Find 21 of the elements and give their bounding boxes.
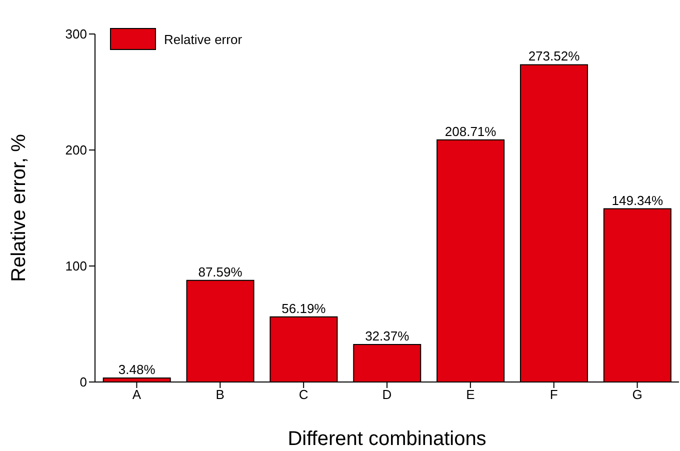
x-tick-label: A	[132, 387, 142, 402]
y-tick-label: 300	[65, 26, 87, 42]
legend-label: Relative error	[164, 32, 242, 46]
x-tick-label: G	[632, 387, 642, 402]
y-tick-label: 200	[65, 142, 87, 158]
x-axis-title: Different combinations	[288, 428, 486, 450]
x-tick-label: E	[466, 387, 476, 402]
data-label: 149.34%	[612, 192, 664, 208]
y-axis-title: Relative error, %	[8, 134, 30, 282]
y-tick-label: 0	[80, 374, 87, 390]
x-tick-label: D	[382, 387, 392, 402]
data-label: 32.37%	[365, 328, 410, 344]
x-tick-label: C	[298, 387, 308, 402]
data-label: 273.52%	[528, 48, 580, 64]
data-label: 56.19%	[282, 300, 326, 316]
data-label: 3.48%	[118, 362, 156, 377]
x-tick-label: F	[550, 387, 558, 402]
y-tick-label: 100	[65, 258, 87, 274]
data-label: 208.71%	[444, 124, 497, 139]
data-label: 87.59%	[198, 264, 243, 280]
x-tick-label: B	[216, 387, 224, 402]
